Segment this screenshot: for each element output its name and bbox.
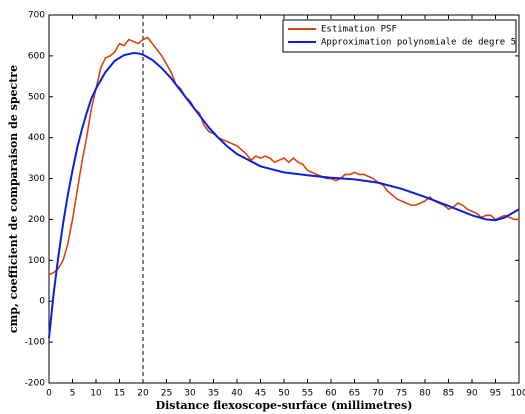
x-tick-label: 60 bbox=[325, 389, 337, 399]
x-tick-label: 50 bbox=[278, 389, 290, 399]
x-axis-label: Distance flexoscope-surface (millimetres… bbox=[156, 399, 413, 412]
y-axis-label: cmp, coefficient de comparaison de spect… bbox=[7, 65, 20, 333]
x-tick-label: 20 bbox=[137, 389, 149, 399]
legend-box bbox=[282, 19, 517, 53]
x-tick-label: 25 bbox=[161, 389, 172, 399]
x-tick-label: 80 bbox=[419, 389, 431, 399]
x-tick-label: 10 bbox=[90, 389, 102, 399]
x-tick-label: 30 bbox=[184, 389, 196, 399]
x-tick-label: 0 bbox=[46, 389, 52, 399]
x-tick-label: 15 bbox=[114, 389, 125, 399]
y-tick-label: 400 bbox=[28, 133, 45, 143]
x-tick-label: 5 bbox=[70, 389, 76, 399]
x-tick-label: 70 bbox=[372, 389, 384, 399]
y-tick-label: 500 bbox=[28, 92, 45, 102]
y-tick-label: -200 bbox=[25, 379, 46, 389]
x-tick-label: 85 bbox=[443, 389, 454, 399]
plot-area bbox=[48, 14, 520, 384]
x-tick-label: 95 bbox=[490, 389, 501, 399]
legend-label: Estimation PSF bbox=[321, 25, 397, 35]
x-tick-label: 75 bbox=[396, 389, 407, 399]
y-tick-label: 300 bbox=[28, 174, 45, 184]
y-tick-label: 700 bbox=[28, 11, 45, 21]
x-tick-label: 40 bbox=[231, 389, 243, 399]
x-tick-label: 35 bbox=[208, 389, 219, 399]
x-tick-label: 100 bbox=[510, 389, 525, 399]
y-tick-label: 100 bbox=[28, 256, 45, 266]
x-tick-label: 90 bbox=[466, 389, 478, 399]
x-tick-label: 65 bbox=[349, 389, 360, 399]
legend-label: Approximation polynomiale de degre 5 bbox=[321, 38, 516, 48]
x-tick-label: 45 bbox=[255, 389, 266, 399]
x-tick-label: 55 bbox=[302, 389, 313, 399]
series-line bbox=[48, 52, 520, 339]
y-tick-label: 0 bbox=[39, 297, 45, 307]
y-tick-label: -100 bbox=[25, 338, 46, 348]
y-tick-label: 200 bbox=[28, 215, 45, 225]
y-tick-label: 600 bbox=[28, 51, 45, 61]
